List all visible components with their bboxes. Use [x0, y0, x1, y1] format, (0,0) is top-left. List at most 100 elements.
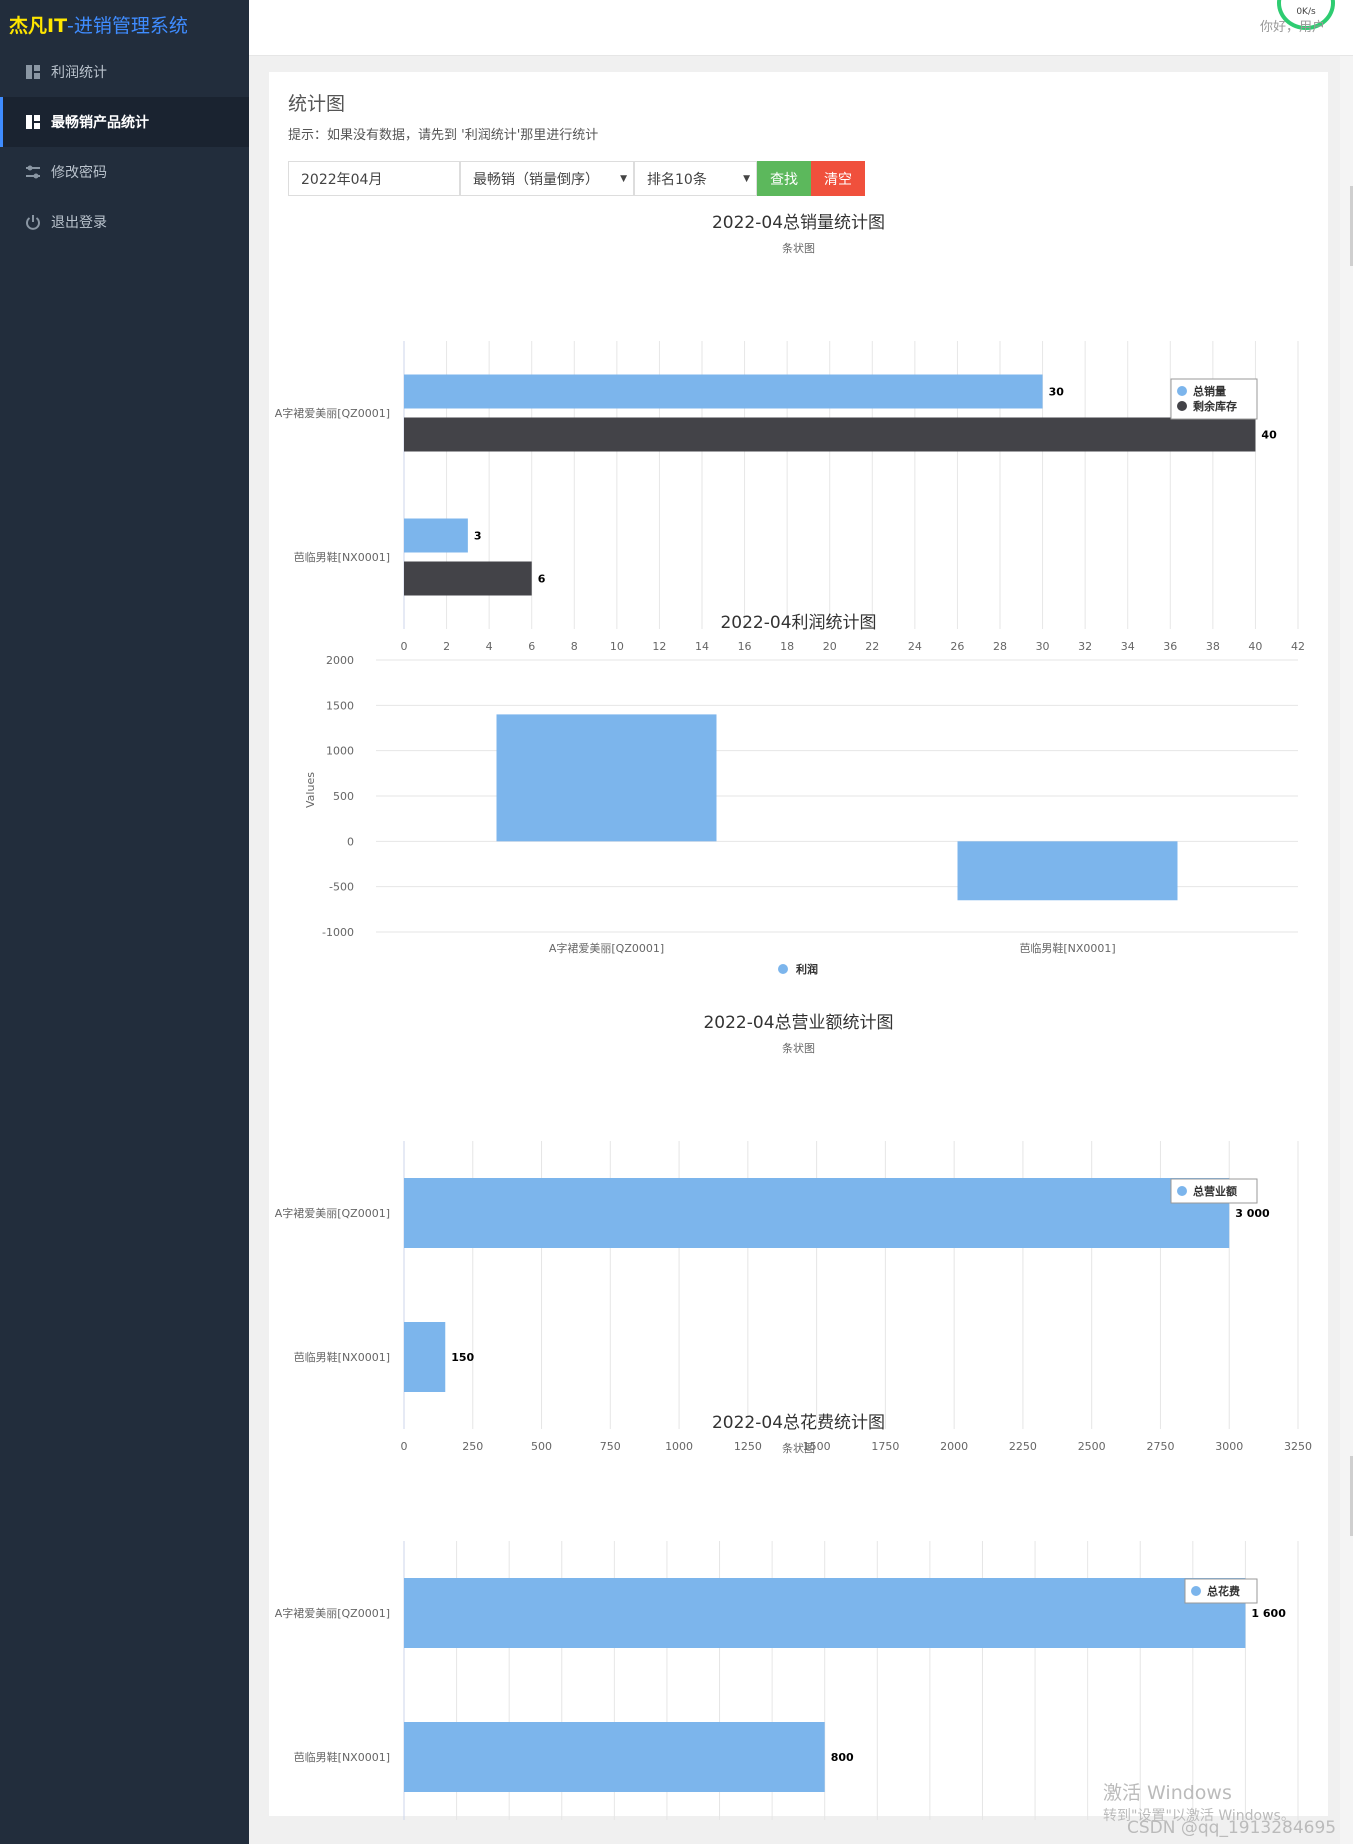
x-tick-label: 750 [600, 1440, 621, 1453]
legend-label: 剩余库存 [1193, 399, 1237, 413]
data-label: 800 [831, 1751, 854, 1764]
x-tick-label: 2500 [1078, 1440, 1106, 1453]
data-label: 3 000 [1235, 1207, 1270, 1220]
sidebar-item-label: 利润统计 [51, 65, 107, 81]
page-title: 统计图 [288, 93, 346, 115]
bar [404, 1722, 825, 1792]
x-tick-label: 38 [1206, 640, 1220, 653]
settings-sliders-icon [25, 164, 41, 180]
sidebar-item-logout[interactable]: 退出登录 [0, 197, 249, 247]
data-label: 6 [538, 573, 546, 586]
bar [404, 1578, 1246, 1648]
x-tick-label: 28 [993, 640, 1007, 653]
month-input[interactable]: 2022年04月 [288, 161, 460, 196]
x-tick-label: 16 [738, 640, 752, 653]
y-tick-label: 0 [347, 835, 354, 848]
y-tick-label: 1000 [326, 745, 354, 758]
x-tick-label: 4 [486, 640, 493, 653]
chart-title: 2022-04总花费统计图 [712, 1413, 885, 1433]
x-tick-label: 250 [462, 1440, 483, 1453]
cost-chart: 2022-04总花费统计图条状图010020030040050060070080… [269, 1400, 1328, 1820]
bar [496, 714, 717, 842]
category-label: A字裙爱美丽[QZ0001] [275, 1606, 390, 1620]
sidebar: 杰凡IT-进销管理系统 利润统计 最畅销产品统计 修改密码 退出登录 [0, 0, 249, 1844]
legend-label: 总营业额 [1193, 1184, 1237, 1198]
hint-text: 提示：如果没有数据，请先到 '利润统计'那里进行统计 [288, 128, 599, 143]
x-tick-label: 0 [401, 1440, 408, 1453]
bar [404, 1178, 1230, 1248]
category-label: 芭临男鞋[NX0001] [294, 1750, 390, 1764]
top-header: 0K/s 你好，用户 [249, 0, 1353, 56]
x-tick-label: 12 [652, 640, 666, 653]
y-tick-label: -500 [329, 881, 354, 894]
x-tick-label: 18 [780, 640, 794, 653]
rank-limit-select[interactable]: 排名10条 ▼ [634, 161, 757, 196]
network-speed-value: 0K/s [1296, 7, 1316, 17]
x-tick-label: 8 [571, 640, 578, 653]
category-label: A字裙爱美丽[QZ0001] [275, 406, 390, 420]
chart-subtitle: 条状图 [782, 241, 815, 255]
bar [404, 561, 532, 596]
caret-down-icon: ▼ [743, 174, 750, 184]
x-tick-label: 10 [610, 640, 624, 653]
brand-system-name: -进销管理系统 [67, 15, 188, 37]
legend-label: 总花费 [1207, 1584, 1240, 1598]
x-tick-label: 1250 [734, 1440, 762, 1453]
caret-down-icon: ▼ [620, 174, 627, 184]
chart-subtitle: 条状图 [782, 1441, 815, 1455]
x-tick-label: 42 [1291, 640, 1305, 653]
sidebar-item-label: 最畅销产品统计 [51, 115, 149, 131]
x-tick-label: 3000 [1215, 1440, 1243, 1453]
sidebar-item-label: 退出登录 [51, 215, 107, 231]
brand-logo[interactable]: 杰凡IT-进销管理系统 [0, 0, 249, 47]
category-label: 芭临男鞋[NX0001] [1019, 941, 1115, 955]
legend-marker [1177, 386, 1187, 396]
x-tick-label: 3250 [1284, 1440, 1312, 1453]
chart-legend [1170, 378, 1258, 420]
legend-label: 总销量 [1193, 384, 1226, 398]
sort-select-value: 最畅销（销量倒序） [473, 171, 599, 188]
x-tick-label: 1750 [871, 1440, 899, 1453]
windows-activation-hint: 转到"设置"以激活 Windows。 [1103, 1808, 1295, 1824]
category-label: A字裙爱美丽[QZ0001] [549, 941, 664, 955]
data-label: 40 [1261, 429, 1277, 442]
sort-select[interactable]: 最畅销（销量倒序） ▼ [460, 161, 634, 196]
category-label: 芭临男鞋[NX0001] [294, 1350, 390, 1364]
data-label: 1 600 [1251, 1607, 1286, 1620]
category-label: A字裙爱美丽[QZ0001] [275, 1206, 390, 1220]
user-greeting[interactable]: 你好，用户 [1259, 20, 1325, 35]
chart-title: 2022-04总营业额统计图 [703, 1013, 893, 1033]
x-tick-label: 26 [950, 640, 964, 653]
scrollbar[interactable] [1340, 56, 1353, 1844]
x-tick-label: 0 [401, 640, 408, 653]
y-tick-label: 500 [333, 790, 354, 803]
legend-marker [1191, 1586, 1201, 1596]
search-button[interactable]: 查找 [757, 161, 811, 196]
bar [404, 1322, 446, 1392]
content-panel: 统计图 提示：如果没有数据，请先到 '利润统计'那里进行统计 2022年04月 … [269, 72, 1328, 1820]
legend-marker [1177, 401, 1187, 411]
csdn-watermark: CSDN @qq_1913284695 [1127, 1818, 1337, 1838]
x-tick-label: 2 [443, 640, 450, 653]
legend-marker [1177, 1186, 1187, 1196]
bar [404, 374, 1043, 409]
clear-button[interactable]: 清空 [811, 161, 865, 196]
sidebar-item-profit-stats[interactable]: 利润统计 [0, 47, 249, 97]
chart-title: 2022-04利润统计图 [720, 613, 876, 633]
brand-name: 杰凡IT [9, 15, 68, 37]
y-axis-label: Values [304, 772, 317, 808]
power-icon [25, 214, 41, 230]
bar [404, 417, 1256, 452]
data-label: 150 [451, 1351, 474, 1364]
y-tick-label: 1500 [326, 699, 354, 712]
x-tick-label: 24 [908, 640, 922, 653]
sidebar-item-bestseller-stats[interactable]: 最畅销产品统计 [0, 97, 249, 147]
x-tick-label: 30 [1036, 640, 1050, 653]
sidebar-item-change-password[interactable]: 修改密码 [0, 147, 249, 197]
y-tick-label: -1000 [322, 926, 354, 939]
x-tick-label: 32 [1078, 640, 1092, 653]
profit-chart-svg: 2022-04利润统计图 2000 1500 1000 500 0 -500 -1000 Val… [304, 613, 1298, 976]
month-input-value: 2022年04月 [301, 171, 383, 188]
